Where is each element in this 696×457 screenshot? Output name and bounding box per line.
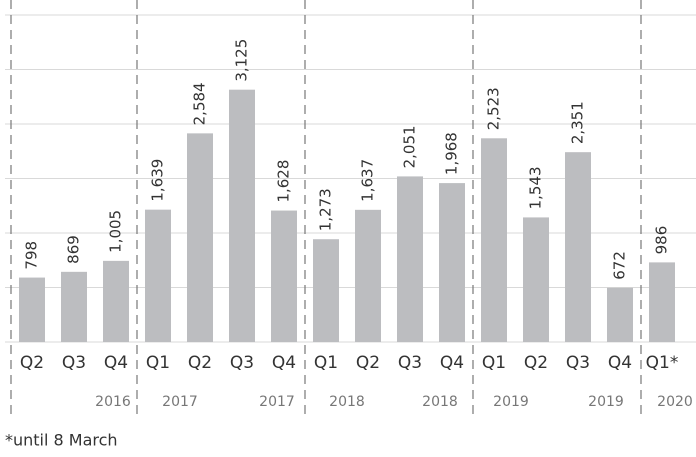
bar xyxy=(103,260,129,342)
year-label: 2020 xyxy=(657,394,693,410)
bar xyxy=(271,210,297,342)
year-label: 2018 xyxy=(329,394,365,410)
x-tick-label: Q4 xyxy=(440,353,464,373)
bar xyxy=(355,209,381,342)
value-label: 1,637 xyxy=(359,159,377,202)
value-label: 2,523 xyxy=(485,87,503,130)
bar xyxy=(229,89,255,343)
bar xyxy=(439,183,465,342)
bar xyxy=(607,287,633,342)
value-label: 3,125 xyxy=(233,39,251,82)
value-label: 869 xyxy=(65,235,83,264)
bar xyxy=(649,262,675,342)
bar xyxy=(61,271,87,342)
bar xyxy=(397,176,423,342)
year-label: 2019 xyxy=(493,394,529,410)
value-label: 2,584 xyxy=(191,82,209,125)
value-label: 2,051 xyxy=(401,125,419,168)
value-label: 2,351 xyxy=(569,101,587,144)
bar xyxy=(523,217,549,342)
x-tick-label: Q1 xyxy=(482,353,506,373)
value-label: 1,968 xyxy=(443,132,461,175)
bar xyxy=(19,277,45,342)
value-label: 1,273 xyxy=(317,188,335,231)
year-label: 2017 xyxy=(259,394,295,410)
bar xyxy=(481,138,507,342)
bar xyxy=(187,133,213,342)
x-tick-label: Q4 xyxy=(272,353,296,373)
value-label: 1,005 xyxy=(107,210,125,253)
value-label: 1,628 xyxy=(275,160,293,203)
x-tick-label: Q2 xyxy=(356,353,380,373)
x-tick-label: Q1 xyxy=(314,353,338,373)
value-label: 1,639 xyxy=(149,159,167,202)
year-label: 2019 xyxy=(588,394,624,410)
x-tick-label: Q3 xyxy=(566,353,590,373)
x-tick-label: Q3 xyxy=(62,353,86,373)
x-tick-label: Q2 xyxy=(188,353,212,373)
bar xyxy=(313,239,339,342)
x-tick-label: Q1* xyxy=(646,353,679,373)
x-tick-label: Q1 xyxy=(146,353,170,373)
value-label: 672 xyxy=(611,251,629,280)
x-tick-label: Q3 xyxy=(398,353,422,373)
year-label: 2016 xyxy=(95,394,131,410)
year-label: 2018 xyxy=(422,394,458,410)
year-label: 2017 xyxy=(162,394,198,410)
x-tick-label: Q4 xyxy=(104,353,128,373)
x-tick-label: Q4 xyxy=(608,353,632,373)
x-tick-label: Q3 xyxy=(230,353,254,373)
footnote: *until 8 March xyxy=(5,431,118,450)
bar xyxy=(145,209,171,342)
bar xyxy=(565,152,591,342)
x-tick-label: Q2 xyxy=(20,353,44,373)
x-tick-label: Q2 xyxy=(524,353,548,373)
value-label: 986 xyxy=(653,226,671,255)
value-label: 798 xyxy=(23,241,41,270)
value-label: 1,543 xyxy=(527,166,545,209)
